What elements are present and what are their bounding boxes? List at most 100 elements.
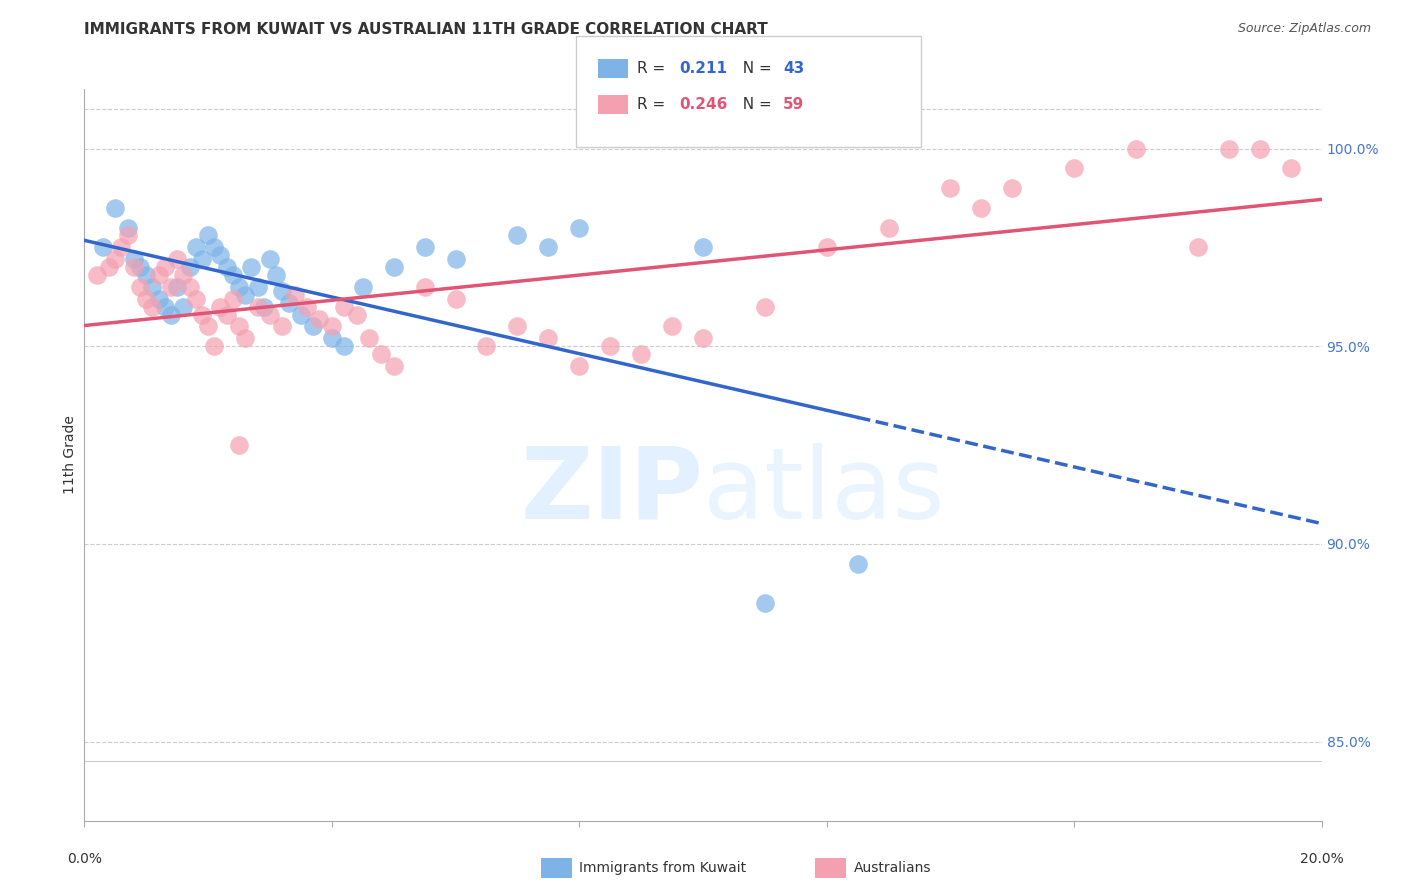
Point	[253, 300, 276, 314]
Point	[228, 319, 250, 334]
Point	[86, 268, 108, 282]
Text: IMMIGRANTS FROM KUWAIT VS AUSTRALIAN 11TH GRADE CORRELATION CHART: IMMIGRANTS FROM KUWAIT VS AUSTRALIAN 11T…	[84, 22, 768, 37]
Point	[228, 438, 250, 452]
Point	[240, 260, 263, 274]
Point	[153, 260, 176, 274]
Text: 20.0%: 20.0%	[1299, 852, 1344, 866]
Point	[117, 228, 139, 243]
Point	[160, 280, 183, 294]
Text: 0.211: 0.211	[679, 62, 727, 76]
Point	[271, 284, 294, 298]
Point	[153, 300, 176, 314]
Point	[215, 308, 238, 322]
Point	[630, 347, 652, 361]
Point	[215, 260, 238, 274]
Point	[179, 280, 201, 294]
Point	[122, 252, 145, 267]
Point	[135, 268, 157, 282]
Point	[259, 252, 281, 267]
Point	[1125, 141, 1147, 155]
Point	[1218, 141, 1240, 155]
Point	[166, 252, 188, 267]
Point	[148, 292, 170, 306]
Point	[413, 280, 436, 294]
Point	[246, 300, 269, 314]
Text: R =: R =	[637, 62, 671, 76]
Point	[506, 319, 529, 334]
Point	[277, 295, 299, 310]
Point	[246, 280, 269, 294]
Point	[382, 359, 405, 373]
Text: 0.246: 0.246	[679, 97, 727, 112]
Text: Source: ZipAtlas.com: Source: ZipAtlas.com	[1237, 22, 1371, 36]
Text: N =: N =	[733, 97, 776, 112]
Point	[172, 268, 194, 282]
Text: 0.0%: 0.0%	[67, 852, 101, 866]
Point	[754, 596, 776, 610]
Point	[302, 319, 325, 334]
Point	[98, 260, 121, 274]
Text: atlas: atlas	[703, 443, 945, 540]
Point	[209, 248, 232, 262]
Point	[91, 240, 114, 254]
Point	[1279, 161, 1302, 176]
Point	[135, 292, 157, 306]
Text: N =: N =	[733, 62, 776, 76]
Point	[661, 319, 683, 334]
Point	[1249, 141, 1271, 155]
Text: Australians: Australians	[853, 861, 931, 875]
Point	[264, 268, 287, 282]
Point	[197, 228, 219, 243]
Text: R =: R =	[637, 97, 671, 112]
Point	[877, 220, 900, 235]
Point	[475, 339, 498, 353]
Point	[321, 319, 343, 334]
Point	[352, 280, 374, 294]
Point	[129, 280, 152, 294]
Point	[692, 240, 714, 254]
Point	[222, 292, 245, 306]
Point	[321, 331, 343, 345]
Point	[233, 287, 256, 301]
Point	[197, 319, 219, 334]
Point	[160, 308, 183, 322]
Point	[148, 268, 170, 282]
Point	[370, 347, 392, 361]
Point	[129, 260, 152, 274]
Point	[444, 292, 467, 306]
Point	[191, 308, 214, 322]
Point	[172, 300, 194, 314]
Point	[308, 311, 330, 326]
Point	[122, 260, 145, 274]
Text: Immigrants from Kuwait: Immigrants from Kuwait	[579, 861, 747, 875]
Point	[209, 300, 232, 314]
Point	[568, 220, 591, 235]
Point	[202, 240, 225, 254]
Point	[117, 220, 139, 235]
Point	[754, 300, 776, 314]
Point	[259, 308, 281, 322]
Text: ZIP: ZIP	[520, 443, 703, 540]
Point	[506, 228, 529, 243]
Y-axis label: 11th Grade: 11th Grade	[63, 416, 77, 494]
Point	[184, 292, 207, 306]
Point	[357, 331, 380, 345]
Point	[228, 280, 250, 294]
Point	[233, 331, 256, 345]
Point	[290, 308, 312, 322]
Point	[846, 557, 869, 571]
Point	[202, 339, 225, 353]
Point	[537, 331, 560, 345]
Point	[333, 300, 356, 314]
Point	[692, 331, 714, 345]
Point	[382, 260, 405, 274]
Point	[191, 252, 214, 267]
Point	[444, 252, 467, 267]
Point	[104, 252, 127, 267]
Point	[110, 240, 132, 254]
Point	[815, 240, 838, 254]
Point	[179, 260, 201, 274]
Point	[970, 201, 993, 215]
Point	[537, 240, 560, 254]
Point	[284, 287, 307, 301]
